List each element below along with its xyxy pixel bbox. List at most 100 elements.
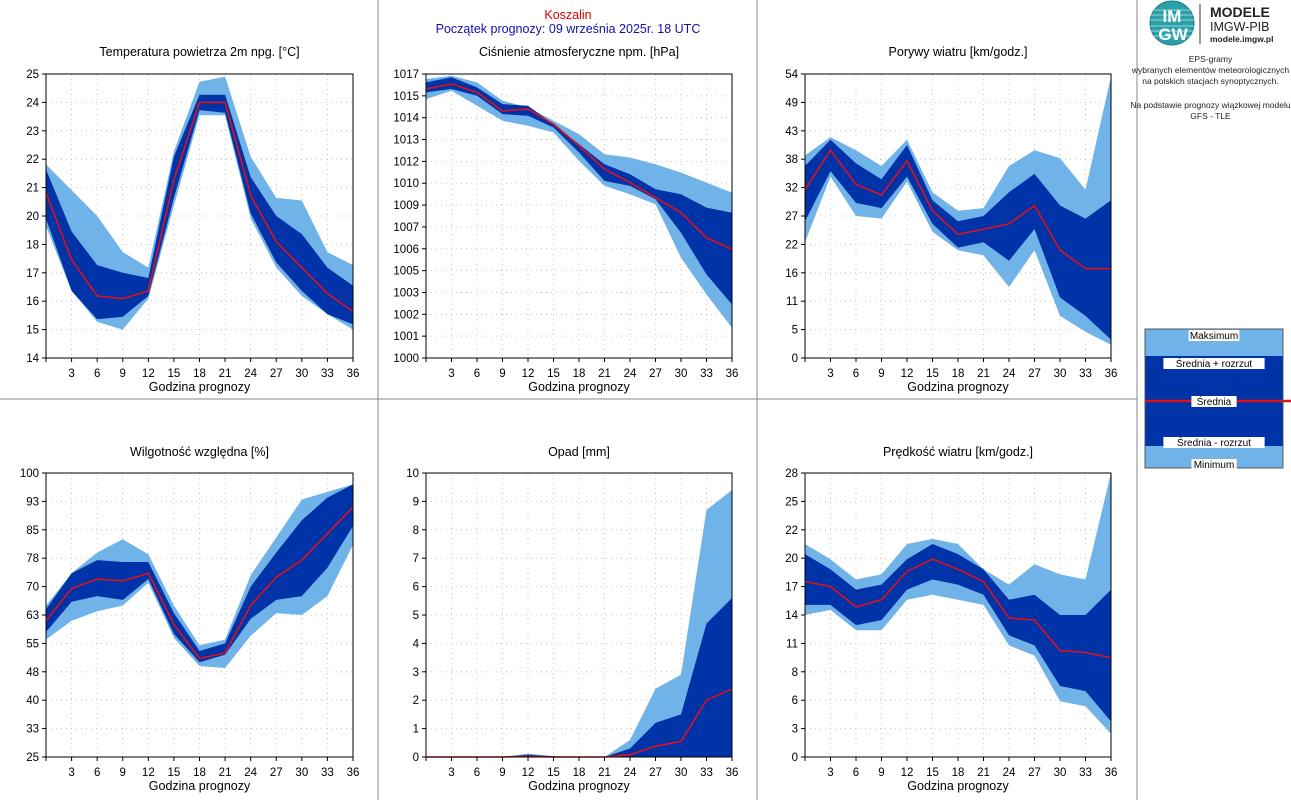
legend-label-max: Maksimum [1190,331,1238,342]
x-axis-label: Godzina prognozy [528,779,630,793]
x-tick-label: 27 [649,368,662,380]
legend-label-min: Minimum [1194,460,1235,471]
x-tick-label: 30 [675,368,688,380]
x-tick-label: 3 [68,767,74,779]
x-tick-label: 27 [1028,767,1041,779]
y-tick-label: 6 [413,582,419,594]
band-min-max [426,490,732,757]
y-tick-label: 78 [26,553,39,565]
x-tick-label: 36 [726,767,739,779]
y-tick-label: 1002 [393,309,419,321]
chart-3: Porywy wiatru [km/godz.] 0 5 11 16 22 27 32 38 43… [785,45,1117,394]
x-tick-label: 33 [700,368,713,380]
mean-line [804,558,1112,659]
x-tick-label: 27 [270,767,283,779]
x-tick-label: 24 [624,368,637,380]
y-tick-label: 5 [792,325,798,337]
y-tick-label: 11 [786,296,798,308]
x-tick-label: 3 [448,368,454,380]
band-mean-spread [805,544,1111,722]
x-tick-label: 12 [901,368,914,380]
x-tick-label: 9 [878,368,884,380]
x-tick-label: 30 [295,368,308,380]
y-tick-label: 33 [26,724,39,736]
x-tick-label: 9 [120,368,126,380]
y-tick-label: 1017 [393,69,419,81]
x-tick-label: 36 [347,368,360,380]
x-tick-label: 24 [1003,368,1016,380]
x-tick-label: 3 [68,368,74,380]
x-tick-label: 12 [522,368,535,380]
x-tick-label: 30 [1054,767,1067,779]
x-tick-label: 18 [573,368,586,380]
x-tick-label: 9 [878,767,884,779]
legend-label-bg [1191,459,1237,470]
legend-label-mean-plus: Średnia + rozrzut [1176,357,1253,370]
x-axis-label: Godzina prognozy [528,380,630,394]
x-tick-label: 18 [573,767,586,779]
x-tick-label: 18 [193,767,206,779]
x-tick-label: 24 [244,767,257,779]
y-tick-label: 14 [26,353,39,365]
band-mean-spread [426,598,732,757]
logo-title: MODELE [1210,4,1270,20]
y-tick-label: 8 [413,525,419,537]
mean-line [45,101,354,313]
y-tick-label: 16 [785,268,798,280]
y-tick-label: 1015 [393,91,419,103]
y-tick-label: 3 [413,667,419,679]
y-tick-label: 1006 [393,244,419,256]
x-tick-label: 15 [547,368,560,380]
y-tick-label: 63 [26,610,39,622]
imgw-logo[interactable]: IM GW MODELE IMGW-PIB modele.imgw.pl [1140,0,1291,50]
y-tick-label: 27 [785,211,798,223]
x-tick-label: 21 [598,368,611,380]
y-tick-label: 1013 [393,135,419,147]
desc-line-5: GFS - TLE [1190,111,1231,121]
x-tick-label: 33 [700,767,713,779]
y-tick-label: 54 [785,69,798,81]
y-tick-label: 93 [26,496,39,508]
y-tick-label: 55 [26,638,39,650]
y-tick-label: 0 [792,353,798,365]
chart-6: Prędkość wiatru [km/godz.]03681114172022… [785,445,1117,793]
x-axis-label: Godzina prognozy [149,380,251,394]
y-tick-label: 14 [785,610,798,622]
x-tick-label: 27 [270,368,283,380]
y-tick-label: 17 [785,582,798,594]
x-tick-label: 9 [499,767,505,779]
desc-line-1: EPS-gramy [1188,54,1233,64]
mean-line [804,148,1111,270]
x-tick-label: 18 [952,767,965,779]
x-tick-label: 3 [827,368,833,380]
x-tick-label: 12 [901,767,914,779]
x-tick-label: 18 [193,368,206,380]
y-tick-label: 28 [785,468,798,480]
chart-title: Wilgotność względna [%] [130,445,269,459]
x-tick-label: 18 [952,368,965,380]
x-tick-label: 9 [499,368,505,380]
x-tick-label: 30 [295,767,308,779]
x-tick-label: 6 [853,368,859,380]
x-tick-label: 33 [1079,368,1092,380]
legend-label-mean-minus: Średnia - rozrzut [1177,436,1251,449]
x-tick-label: 6 [94,767,100,779]
x-tick-label: 6 [474,368,480,380]
legend-label-bg [1191,396,1237,407]
y-tick-label: 21 [26,183,39,195]
y-tick-label: 3 [792,724,798,736]
y-tick-label: 25 [785,496,798,508]
desc-line-3: na polskich stacjach synoptycznych. [1142,76,1279,86]
x-tick-label: 21 [598,767,611,779]
x-tick-label: 30 [675,767,688,779]
y-tick-label: 17 [26,268,39,280]
x-tick-label: 15 [168,767,181,779]
x-tick-label: 24 [1003,767,1016,779]
chart-title: Prędkość wiatru [km/godz.] [883,445,1033,459]
band-mean-spread [805,139,1111,340]
x-tick-label: 33 [321,767,334,779]
x-tick-label: 24 [624,767,637,779]
y-tick-label: 1001 [393,331,419,343]
logo-badge-top: IM [1163,7,1182,26]
y-tick-label: 1 [413,724,419,736]
